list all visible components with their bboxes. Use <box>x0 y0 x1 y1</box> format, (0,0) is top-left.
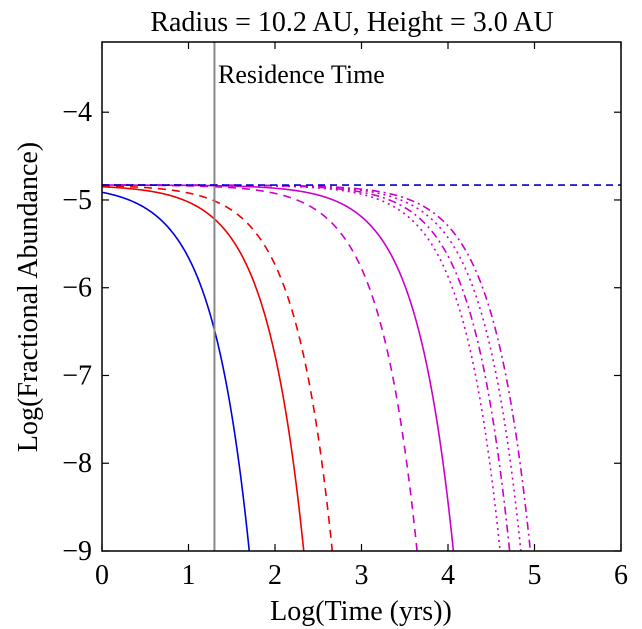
series-line-6 <box>102 184 511 551</box>
y-tick-label: −5 <box>62 185 92 216</box>
series-line-2 <box>102 185 334 551</box>
series-line-3 <box>102 184 418 551</box>
x-tick-label: 6 <box>614 560 628 591</box>
plot-frame <box>101 41 622 552</box>
y-tick-label: −8 <box>62 448 92 479</box>
x-tick-label: 4 <box>441 560 455 591</box>
x-tick-label: 3 <box>355 560 369 591</box>
x-tick-label: 2 <box>268 560 282 591</box>
tick-layer: 0 1 2 3 4 5 6 −4 −5 −6 −7 −8 −9 <box>62 42 628 591</box>
y-tick-label: −4 <box>62 97 92 128</box>
series-layer <box>102 184 532 551</box>
series-line-1 <box>102 185 305 551</box>
reference-lines <box>102 42 621 551</box>
annotation-residence-time: Residence Time <box>218 60 385 89</box>
x-axis-label: Log(Time (yrs)) <box>270 596 452 627</box>
series-line-8 <box>102 184 532 551</box>
series-line-0 <box>102 191 251 551</box>
series-line-4 <box>102 184 455 551</box>
series-line-7 <box>102 184 522 551</box>
chart-title: Radius = 10.2 AU, Height = 3.0 AU <box>150 7 553 38</box>
y-tick-label: −7 <box>62 360 92 391</box>
x-tick-label: 1 <box>182 560 196 591</box>
x-tick-label: 0 <box>95 560 109 591</box>
series-line-5 <box>102 184 501 551</box>
y-tick-label: −6 <box>62 273 92 304</box>
x-tick-label: 5 <box>528 560 542 591</box>
y-axis-label: Log(Fractional Abundance) <box>13 142 44 452</box>
y-tick-label: −9 <box>62 536 92 567</box>
